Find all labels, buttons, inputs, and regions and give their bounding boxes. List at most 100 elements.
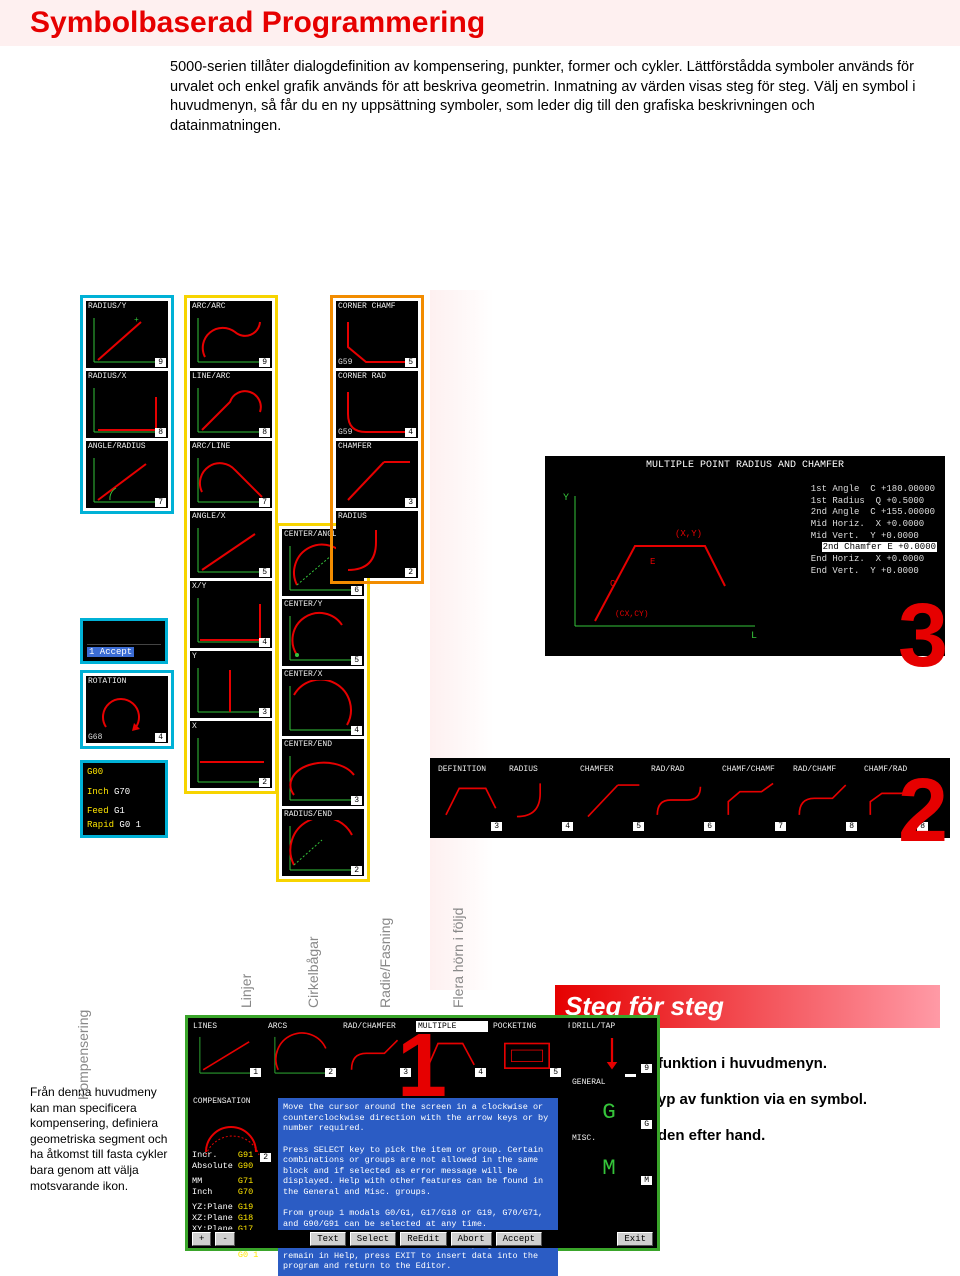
symbol-cell[interactable]: ANGLE/RADIUS 7	[86, 441, 168, 508]
symbol-cell[interactable]: X 2	[190, 721, 272, 788]
page-title: Symbolbaserad Programmering	[30, 6, 950, 40]
strip-chamfer: CORNER CHAMF G59 5CORNER RAD G59 4CHAMFE…	[330, 295, 424, 584]
softkey-+[interactable]: +	[192, 1232, 211, 1246]
cell-label: CORNER CHAMF	[336, 301, 418, 312]
cell-label: CHAMF/CHAMF	[720, 764, 788, 775]
cell-num: 9	[641, 1064, 652, 1073]
symbol-cell[interactable]: RADIUS/Y + 9	[86, 301, 168, 368]
cell-label: ARC/ARC	[190, 301, 272, 312]
cell-num: 4	[351, 726, 362, 735]
parameter-screen: MULTIPLE POINT RADIUS AND CHAMFER Y L (X…	[545, 456, 945, 656]
cell-label: CENTER/X	[282, 669, 364, 680]
symbol-cell[interactable]: RAD/RAD 6	[649, 764, 717, 832]
modal-line: Feed G1	[87, 805, 161, 819]
cell-label: POCKETING	[491, 1021, 563, 1032]
cell-code: G59	[338, 428, 352, 437]
symbol-cell[interactable]: DEFINITION 3	[436, 764, 504, 832]
symbol-cell[interactable]: CENTER/X 4	[282, 669, 364, 736]
param-row: End Horiz. X +0.0000	[811, 554, 937, 566]
symbol-cell[interactable]: POCKETING 5	[491, 1021, 563, 1078]
title-bar: Symbolbaserad Programmering	[0, 0, 960, 46]
symbol-cell[interactable]: CENTER/END 3	[282, 739, 364, 806]
svg-text:+: +	[134, 316, 139, 325]
cell-num: 8	[155, 428, 166, 437]
cell-label: ANGLE/RADIUS	[86, 441, 168, 452]
cell-rotation[interactable]: ROTATION G68 4	[86, 676, 168, 743]
cell-label: CENTER/Y	[282, 599, 364, 610]
big-red-3: 3	[898, 585, 948, 688]
intro-paragraph: 5000-serien tillåter dialogdefinition av…	[170, 58, 930, 136]
symbol-cell[interactable]: RAD/CHAMF 8	[791, 764, 859, 832]
modal-line: Inch G70	[192, 1187, 258, 1198]
cell-label: ARC/LINE	[190, 441, 272, 452]
symbol-cell[interactable]: RADIUS 4	[507, 764, 575, 832]
cell-num: 6	[704, 822, 715, 831]
accept-panel-row[interactable]: 1 Accept	[87, 647, 134, 657]
pink-gradient-column	[430, 290, 510, 990]
symbol-cell[interactable]: CORNER RAD G59 4	[336, 371, 418, 438]
cell-label: DEFINITION	[436, 764, 504, 775]
symbol-cell[interactable]: MISC. M M	[570, 1133, 654, 1186]
cell-num: 5	[259, 568, 270, 577]
strip-rotation: ROTATION G68 4	[80, 670, 174, 749]
symbol-cell[interactable]: LINES 1	[191, 1021, 263, 1078]
symbol-cell[interactable]: GENERAL G G	[570, 1077, 654, 1130]
cell-label: RADIUS	[507, 764, 575, 775]
symbol-cell[interactable]: DRILL/TAP 9	[570, 1021, 654, 1074]
cell-label: CHAMFER	[578, 764, 646, 775]
cell-label: RADIUS/Y	[86, 301, 168, 312]
modal-line: G00	[87, 766, 161, 780]
vlabel-kompensering: Kompensering	[75, 1010, 91, 1100]
softkey--[interactable]: -	[215, 1232, 234, 1246]
cell-thumb	[649, 775, 717, 825]
param-values: 1st Angle C +180.000001st Radius Q +0.50…	[811, 484, 937, 578]
softkey-text[interactable]: Text	[310, 1232, 346, 1246]
symbol-cell[interactable]: CORNER CHAMF G59 5	[336, 301, 418, 368]
cell-label: Y	[190, 651, 272, 662]
cell-label: ANGLE/X	[190, 511, 272, 522]
symbol-cell[interactable]: RADIUS/END 2	[282, 809, 364, 876]
cell-thumb	[791, 775, 859, 825]
vlabel-linjer: Linjer	[238, 974, 254, 1008]
symbol-cell[interactable]: CHAMFER 5	[578, 764, 646, 832]
softkey-abort[interactable]: Abort	[451, 1232, 492, 1246]
symbol-cell[interactable]: ARCS 2	[266, 1021, 338, 1078]
cell-num: 3	[405, 498, 416, 507]
modal-line: Incr. G91	[192, 1150, 258, 1161]
main-caption: Från denna huvudmeny kan man specificera…	[30, 1085, 170, 1194]
modal-codes-panel: G00 Inch G70Feed G1Rapid G0 1	[80, 760, 168, 838]
cell-num: 4	[405, 428, 416, 437]
symbol-cell[interactable]: LINE/ARC 8	[190, 371, 272, 438]
symbol-cell[interactable]: ARC/LINE 7	[190, 441, 272, 508]
symbol-cell[interactable]: ANGLE/X 5	[190, 511, 272, 578]
softkey-select[interactable]: Select	[350, 1232, 396, 1246]
softkey-exit[interactable]: Exit	[617, 1232, 653, 1246]
symbol-cell[interactable]: CHAMF/CHAMF 7	[720, 764, 788, 832]
symbol-cell[interactable]: Y 3	[190, 651, 272, 718]
cell-label: LINE/ARC	[190, 371, 272, 382]
cell-num: 5	[405, 358, 416, 367]
modal-line: Inch G70	[87, 786, 161, 800]
svg-text:Y: Y	[563, 493, 569, 504]
symbol-cell[interactable]: CHAMFER 3	[336, 441, 418, 508]
cell-label: LINES	[191, 1021, 263, 1032]
symbol-cell[interactable]: RADIUS/X 8	[86, 371, 168, 438]
cell-num: 3	[491, 822, 502, 831]
cell-num: 7	[155, 498, 166, 507]
symbol-cell[interactable]: ARC/ARC 9	[190, 301, 272, 368]
cell-label: RADIUS/X	[86, 371, 168, 382]
cell-num: 8	[846, 822, 857, 831]
help-text: Move the cursor around the screen in a c…	[278, 1098, 558, 1276]
symbol-cell[interactable]: X/Y 4	[190, 581, 272, 648]
cell-thumb	[578, 775, 646, 825]
symbol-row-types: DEFINITION 3RADIUS 4CHAMFER 5RAD/RAD 6CH…	[430, 758, 950, 838]
symbol-cell[interactable]: CENTER/Y 5	[282, 599, 364, 666]
cell-num: 6	[351, 586, 362, 595]
modal-line: YZ:Plane G19	[192, 1202, 258, 1213]
symbol-cell[interactable]: RADIUS 2	[336, 511, 418, 578]
vlabel-radie: Radie/Fasning	[377, 918, 393, 1008]
strip-radius-forms: RADIUS/Y + 9RADIUS/X 8ANGLE/RADIUS 7	[80, 295, 174, 514]
cell-num: 5	[633, 822, 644, 831]
softkey-accept[interactable]: Accept	[496, 1232, 542, 1246]
softkey-reedit[interactable]: ReEdit	[400, 1232, 446, 1246]
